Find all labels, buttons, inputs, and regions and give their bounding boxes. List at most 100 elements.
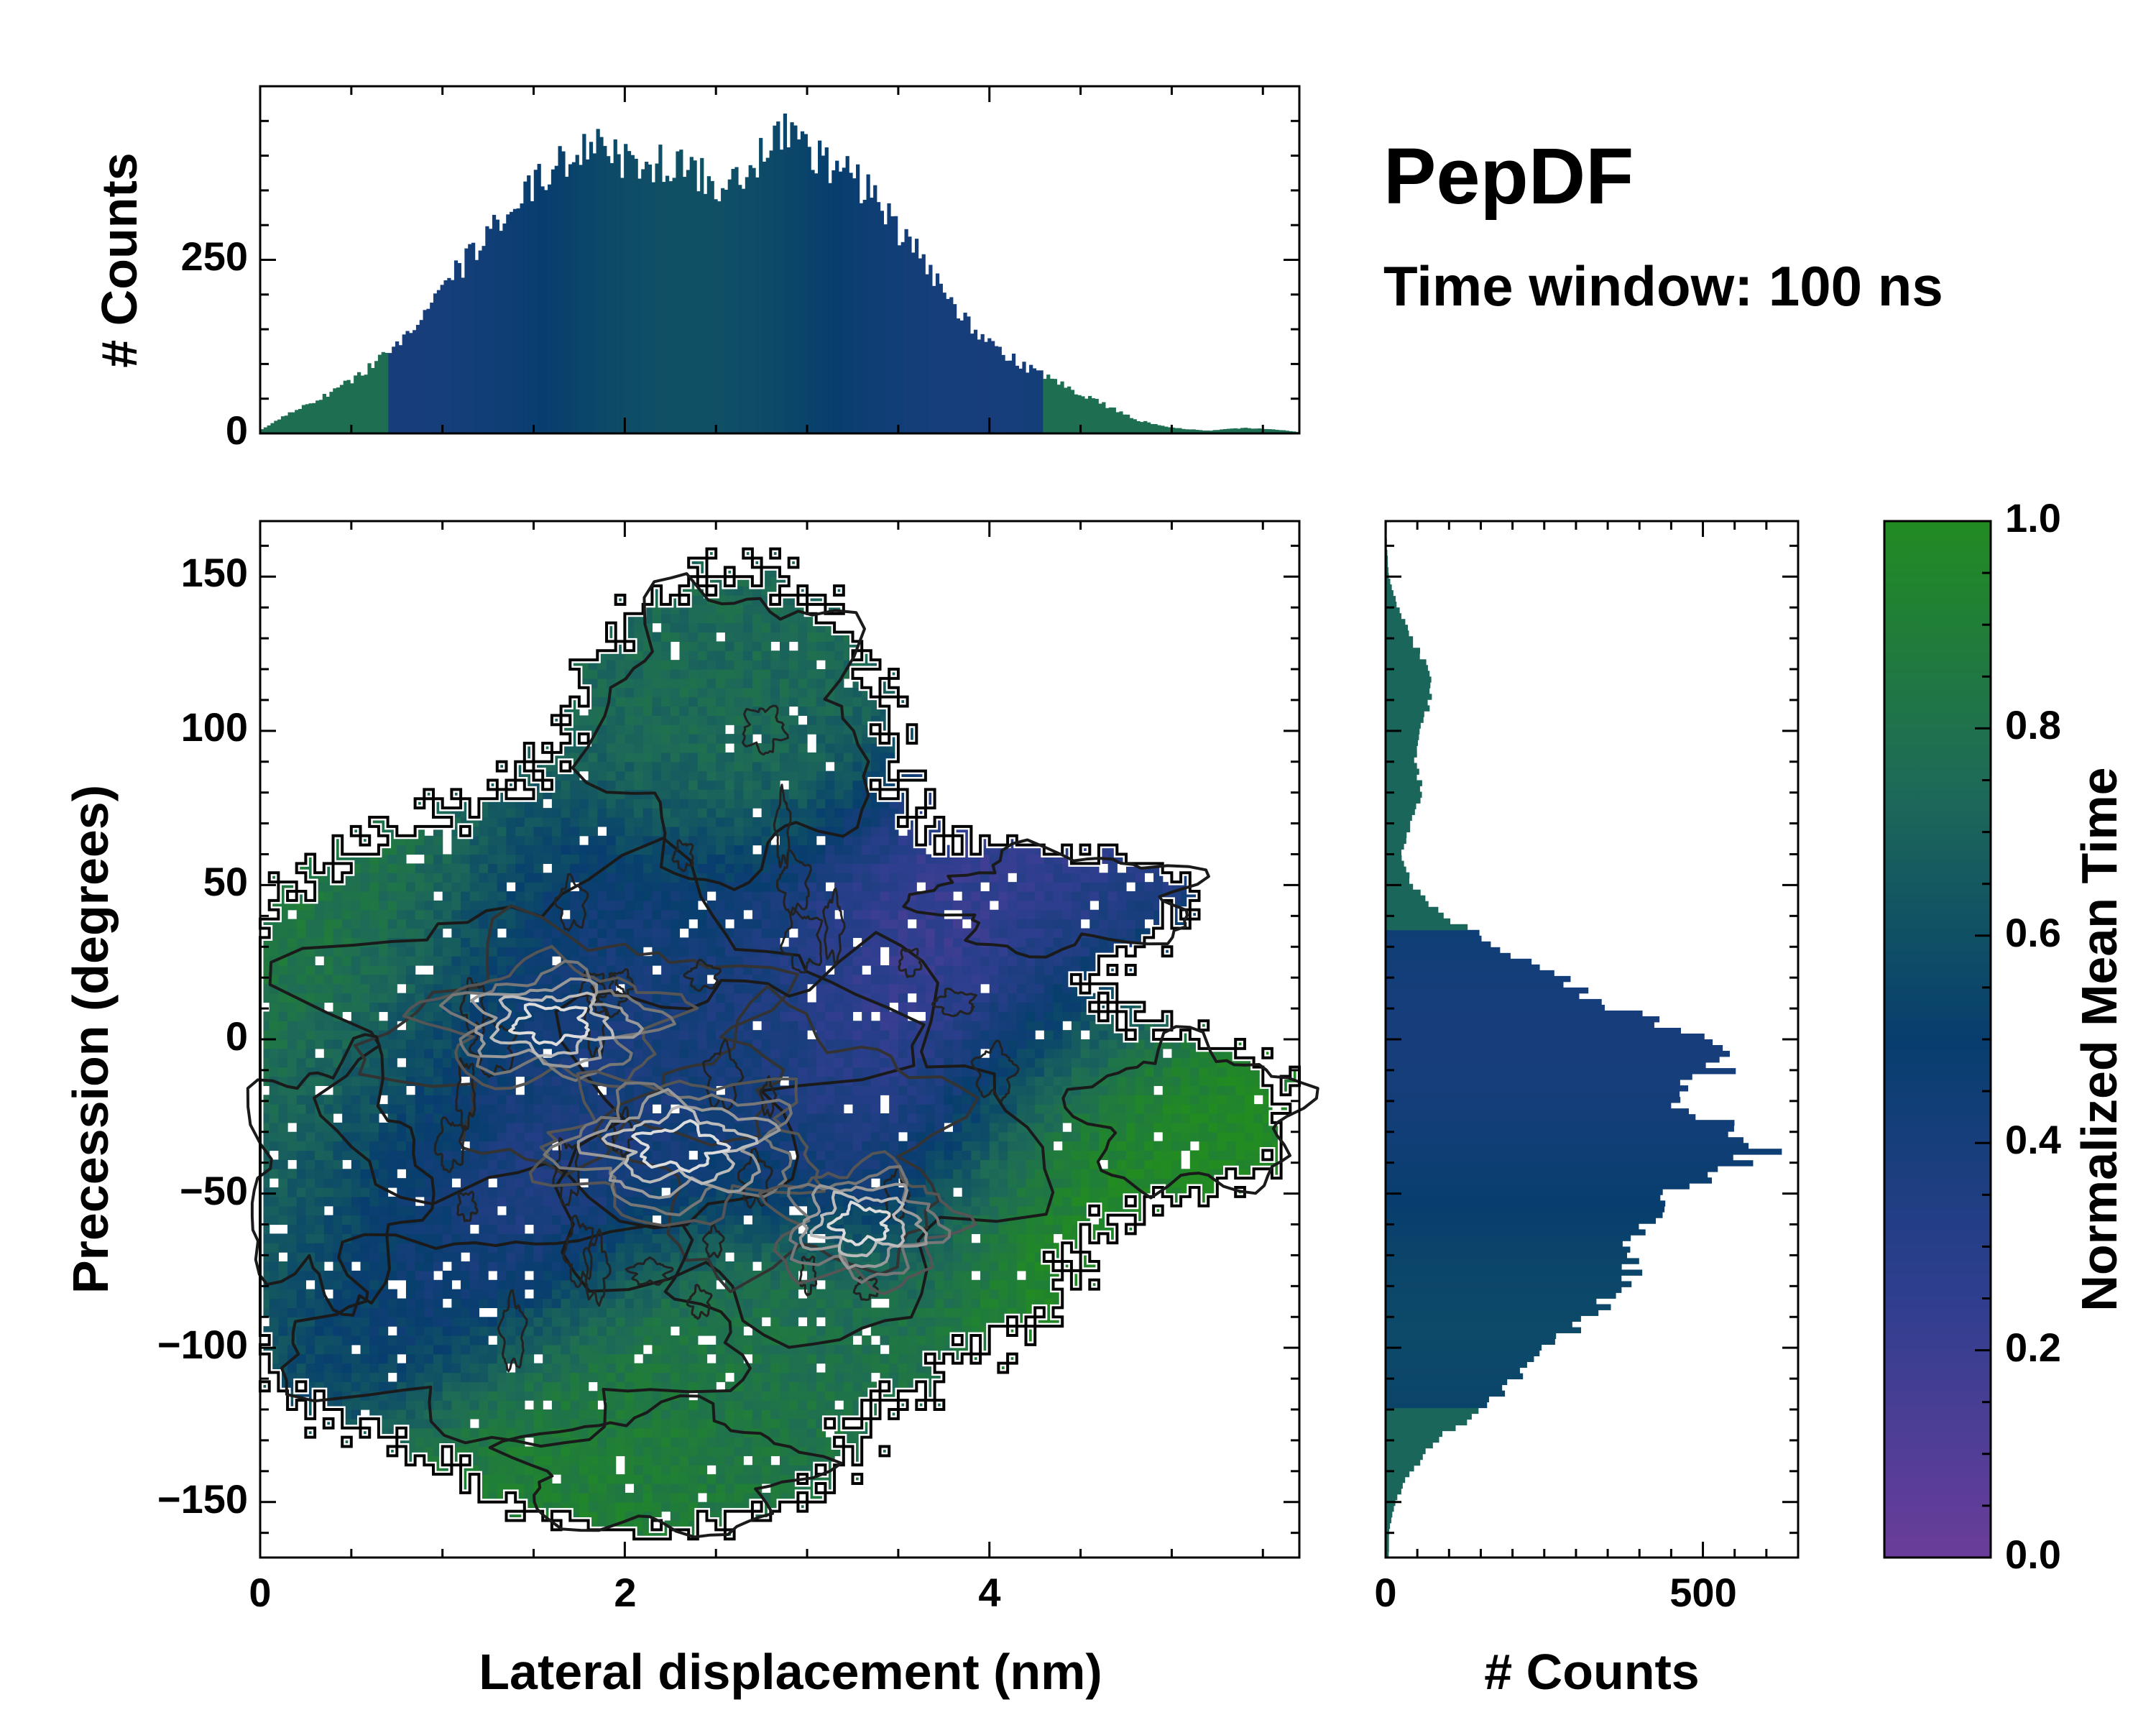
top-histogram-bar <box>1247 428 1251 433</box>
heatmap-cell <box>351 1372 361 1382</box>
heatmap-cell <box>1016 1243 1027 1253</box>
heatmap-cell <box>387 1159 397 1169</box>
heatmap-cell <box>387 1039 397 1049</box>
heatmap-cell <box>543 1243 553 1253</box>
heatmap-cell <box>1016 1187 1027 1197</box>
heatmap-cell <box>1071 1021 1082 1031</box>
heatmap-cell <box>1162 1067 1173 1077</box>
heatmap-cell <box>451 1307 461 1317</box>
heatmap-cell <box>570 1409 580 1420</box>
heatmap-cell <box>1008 1011 1018 1021</box>
heatmap-cell <box>661 1409 671 1420</box>
heatmap-cell <box>405 1307 416 1317</box>
heatmap-cell <box>998 1252 1008 1262</box>
heatmap-cell <box>342 1344 352 1355</box>
heatmap-cell <box>315 1215 325 1225</box>
heatmap-cell <box>989 1159 1000 1169</box>
heatmap-cell <box>770 1030 780 1040</box>
heatmap-cell <box>1026 1243 1036 1253</box>
heatmap-cell <box>588 1409 598 1420</box>
heatmap-cell <box>607 1252 617 1262</box>
heatmap-cell <box>880 1030 890 1040</box>
heatmap-cell <box>415 1131 425 1142</box>
heatmap-cell <box>834 1085 844 1095</box>
heatmap-cell <box>378 1344 389 1355</box>
heatmap-cell <box>360 1335 370 1346</box>
heatmap-cell <box>1016 1030 1027 1040</box>
top-histogram-bar <box>457 263 461 433</box>
heatmap-cell <box>834 1279 844 1290</box>
heatmap-cell <box>980 1122 990 1133</box>
heatmap-cell <box>862 1113 872 1123</box>
heatmap-cell <box>825 1085 835 1095</box>
heatmap-cell <box>934 1205 944 1216</box>
heatmap-cell <box>770 1298 780 1308</box>
heatmap-cell <box>397 1085 407 1095</box>
heatmap-cell <box>506 1104 516 1114</box>
heatmap-cell <box>843 1363 854 1374</box>
heatmap-cell <box>716 1484 726 1494</box>
heatmap-cell <box>1181 1095 1191 1105</box>
heatmap-cell <box>442 1233 452 1243</box>
heatmap-cell <box>953 1317 963 1327</box>
heatmap-cell <box>1035 1002 1045 1012</box>
heatmap-cell <box>816 1400 826 1410</box>
heatmap-cell <box>998 1002 1008 1012</box>
heatmap-cell <box>424 1298 434 1308</box>
top-histogram-bar <box>745 177 750 433</box>
heatmap-cell <box>387 1353 397 1364</box>
heatmap-cell <box>369 1317 379 1327</box>
heatmap-cell <box>351 1131 361 1142</box>
heatmap-cell <box>1044 1030 1054 1040</box>
top-histogram-bar <box>980 334 985 433</box>
heatmap-cell <box>752 1252 763 1262</box>
heatmap-cell <box>761 1279 771 1290</box>
heatmap-cell <box>442 1372 452 1382</box>
heatmap-cell <box>315 1205 325 1216</box>
heatmap-cell <box>506 1391 516 1401</box>
heatmap-cell <box>369 1187 379 1197</box>
heatmap-cell <box>1016 1039 1027 1049</box>
heatmap-cell <box>852 1141 862 1151</box>
heatmap-cell <box>515 1224 525 1234</box>
heatmap-cell <box>333 1039 343 1049</box>
heatmap-cell <box>880 1122 890 1133</box>
heatmap-cell <box>1026 1196 1036 1207</box>
heatmap-cell <box>1035 1169 1045 1179</box>
heatmap-cell <box>752 1224 763 1234</box>
heatmap-cell <box>1235 1122 1245 1133</box>
heatmap-cell <box>870 1326 881 1336</box>
heatmap-cell <box>962 1317 972 1327</box>
heatmap-cell <box>479 1409 489 1420</box>
heatmap-cell <box>780 1270 790 1281</box>
heatmap-cell <box>1162 1169 1173 1179</box>
heatmap-cell <box>497 1372 507 1382</box>
heatmap-cell <box>953 1067 963 1077</box>
heatmap-cell <box>716 1067 726 1077</box>
heatmap-cell <box>515 1446 525 1456</box>
heatmap-cell <box>1144 1067 1154 1077</box>
heatmap-cell <box>1026 1178 1036 1188</box>
heatmap-cell <box>1008 1122 1018 1133</box>
heatmap-cell <box>607 1307 617 1317</box>
heatmap-cell <box>761 1381 771 1392</box>
heatmap-cell <box>880 1353 890 1364</box>
heatmap-cell <box>597 1372 607 1382</box>
heatmap-cell <box>442 1270 452 1281</box>
heatmap-cell <box>862 1335 872 1346</box>
heatmap-cell <box>634 1363 644 1374</box>
heatmap-cell <box>333 1085 343 1095</box>
heatmap-cell <box>1053 1095 1063 1105</box>
heatmap-cell <box>953 1279 963 1290</box>
top-histogram-bar <box>329 392 333 433</box>
heatmap-cell <box>743 1446 753 1456</box>
heatmap-cell <box>397 1187 407 1197</box>
heatmap-cell <box>333 1104 343 1114</box>
heatmap-cell <box>524 1363 535 1374</box>
heatmap-cell <box>834 1141 844 1151</box>
heatmap-cell <box>1026 1076 1036 1086</box>
top-histogram-bar <box>1279 430 1283 433</box>
heatmap-cell <box>780 1141 790 1151</box>
heatmap-cell <box>1181 1141 1191 1151</box>
heatmap-cell <box>551 1335 562 1346</box>
